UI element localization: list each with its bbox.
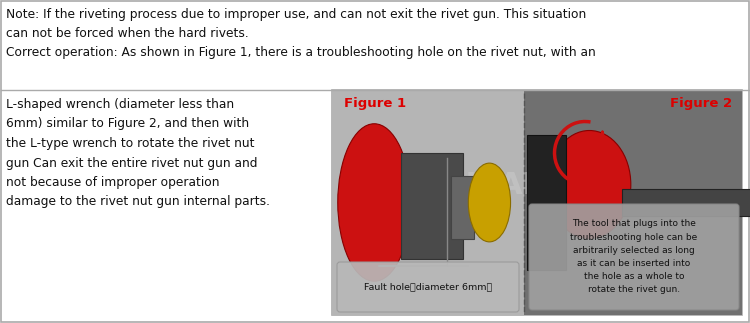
Text: The tool that plugs into the
troubleshooting hole can be
arbitrarily selected as: The tool that plugs into the troubleshoo… (570, 220, 698, 295)
Text: Figure 2: Figure 2 (670, 97, 732, 110)
Bar (527, 135, 566, 270)
Text: can not be forced when the hard rivets.: can not be forced when the hard rivets. (6, 27, 249, 40)
Ellipse shape (548, 130, 631, 238)
FancyBboxPatch shape (337, 262, 519, 312)
Text: Fault hole（diameter 6mm）: Fault hole（diameter 6mm） (364, 283, 492, 291)
Bar (524, 90, 742, 315)
Text: damage to the rivet nut gun internal parts.: damage to the rivet nut gun internal par… (6, 195, 270, 209)
Text: the L-type wrench to rotate the rivet nut: the L-type wrench to rotate the rivet nu… (6, 137, 254, 150)
Ellipse shape (338, 124, 411, 281)
Bar (332, 90, 524, 315)
Text: not because of improper operation: not because of improper operation (6, 176, 220, 189)
Ellipse shape (468, 163, 511, 242)
Bar (451, 175, 474, 238)
Text: AITAO: AITAO (499, 171, 602, 200)
Bar (401, 153, 463, 259)
Text: 6mm) similar to Figure 2, and then with: 6mm) similar to Figure 2, and then with (6, 118, 249, 130)
Text: Figure 1: Figure 1 (344, 97, 406, 110)
Text: SHEN: SHEN (383, 171, 477, 200)
Text: gun Can exit the entire rivet nut gun and: gun Can exit the entire rivet nut gun an… (6, 157, 257, 170)
Text: L-shaped wrench (diameter less than: L-shaped wrench (diameter less than (6, 98, 234, 111)
Bar (332, 90, 742, 315)
FancyBboxPatch shape (529, 204, 739, 310)
Text: Correct operation: As shown in Figure 1, there is a troubleshooting hole on the : Correct operation: As shown in Figure 1,… (6, 46, 596, 59)
Bar (622, 189, 750, 216)
Text: Note: If the riveting process due to improper use, and can not exit the rivet gu: Note: If the riveting process due to imp… (6, 8, 586, 21)
